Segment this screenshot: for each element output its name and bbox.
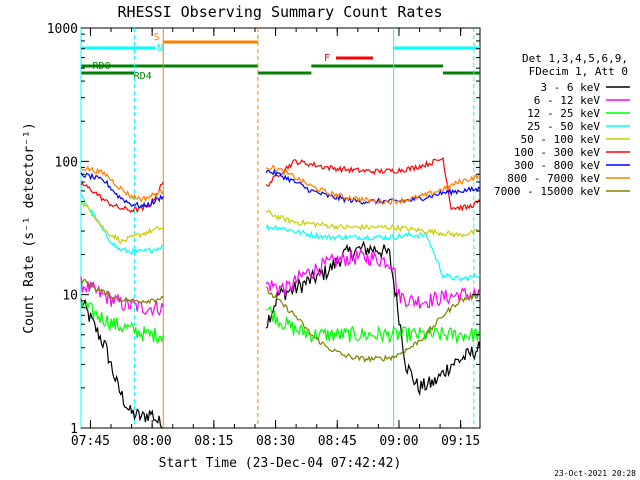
legend-item-label: 3 - 6 keV xyxy=(540,81,600,94)
legend-header: Det 1,3,4,5,6,9, xyxy=(522,52,628,65)
legend-header: FDecim 1, Att 0 xyxy=(529,65,628,78)
series-line xyxy=(80,296,164,345)
state-bar-label: F xyxy=(324,53,330,64)
series-line xyxy=(80,199,164,245)
legend-item-label: 50 - 100 keV xyxy=(521,133,601,146)
series-line xyxy=(265,247,481,309)
legend-item-label: 25 - 50 keV xyxy=(527,120,600,133)
x-tick-label: 09:00 xyxy=(379,434,418,449)
y-tick-label: 100 xyxy=(55,155,78,170)
series-line xyxy=(265,156,481,212)
x-tick-label: 08:45 xyxy=(318,434,357,449)
chart-title: RHESSI Observing Summary Count Rates xyxy=(117,3,442,21)
series-layer xyxy=(80,156,481,429)
series-line xyxy=(265,240,481,397)
x-tick-label: 08:15 xyxy=(194,434,233,449)
y-axis-label: Count Rate (s⁻¹ detector⁻¹) xyxy=(22,122,37,333)
timestamp-annotation: 23-Oct-2021 20:28 xyxy=(554,469,636,478)
x-axis-ticks: 07:45 08:00 08:15 08:30 08:45 09:00 09:15 xyxy=(71,28,480,449)
y-tick-label: 1 xyxy=(70,422,78,437)
y-tick-label: 10 xyxy=(62,289,78,304)
x-axis-label: Start Time (23-Dec-04 07:42:42) xyxy=(159,456,402,471)
x-tick-label: 08:00 xyxy=(133,434,172,449)
series-line xyxy=(265,305,481,345)
legend: Det 1,3,4,5,6,9,FDecim 1, Att 0 3 - 6 keV… xyxy=(494,52,630,198)
legend-item-label: 100 - 300 keV xyxy=(514,146,600,159)
series-line xyxy=(80,278,164,305)
series-line xyxy=(265,168,481,206)
state-bar-label: N xyxy=(157,43,163,54)
x-tick-label: 07:45 xyxy=(71,434,110,449)
series-line xyxy=(80,172,164,209)
legend-item-label: 300 - 800 keV xyxy=(514,159,600,172)
legend-item-label: 7000 - 15000 keV xyxy=(494,185,600,198)
series-line xyxy=(265,209,481,239)
series-line xyxy=(265,286,481,363)
y-tick-label: 1000 xyxy=(47,22,78,37)
series-line xyxy=(265,164,481,205)
series-line xyxy=(80,193,164,256)
state-bar-label: RD0 xyxy=(93,61,111,72)
series-line xyxy=(80,276,164,317)
y-axis-ticks: 1 10 100 1000 xyxy=(47,22,480,437)
state-bars: SN RD0 RD4 F xyxy=(81,32,480,82)
legend-item-label: 12 - 25 keV xyxy=(527,107,600,120)
state-bar-label: RD4 xyxy=(134,71,152,82)
series-line xyxy=(265,223,481,282)
legend-item-label: 800 - 7000 keV xyxy=(507,172,600,185)
legend-item-label: 6 - 12 keV xyxy=(534,94,601,107)
x-tick-label: 09:15 xyxy=(441,434,480,449)
series-line xyxy=(80,165,164,203)
series-line xyxy=(80,298,164,429)
state-bar-label: S xyxy=(154,32,160,43)
x-tick-label: 08:30 xyxy=(256,434,295,449)
